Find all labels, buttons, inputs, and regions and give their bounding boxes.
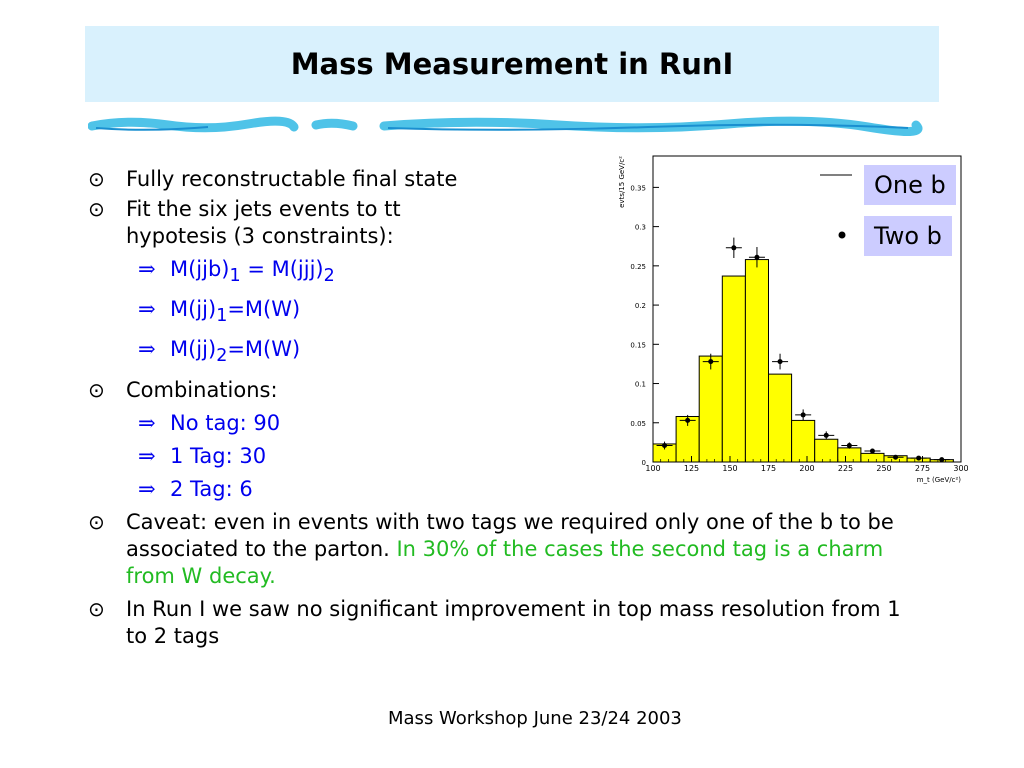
data-point bbox=[708, 359, 714, 365]
bullet-marker-icon: ⊙ bbox=[88, 377, 105, 402]
implies-arrow-icon: ⇒ bbox=[138, 337, 156, 362]
data-point bbox=[800, 412, 806, 418]
implies-arrow-icon: ⇒ bbox=[138, 297, 156, 322]
sub-item-text: M(jj)1=M(W) bbox=[170, 297, 301, 327]
bullet-text: Combinations: bbox=[126, 377, 278, 402]
implies-arrow-icon: ⇒ bbox=[138, 410, 156, 435]
bullet-text: hypotesis (3 constraints): bbox=[126, 224, 394, 248]
y-tick-label: 0.2 bbox=[635, 302, 646, 310]
data-point bbox=[869, 448, 875, 454]
data-point bbox=[777, 359, 783, 365]
sub-item-text: M(jj)2=M(W) bbox=[170, 337, 301, 367]
sub-item: ⇒ M(jjb)1 = M(jjj)2 bbox=[88, 256, 948, 290]
bullet-list: ⊙ Fully reconstructable final state ⊙ Fi… bbox=[88, 166, 948, 650]
legend-one-b: One b bbox=[864, 165, 956, 205]
y-axis-label: evts/15 GeV/c² bbox=[618, 156, 626, 208]
x-tick-label: 175 bbox=[761, 464, 776, 473]
histogram-bar bbox=[698, 355, 723, 463]
sub-item-text: 2 Tag: 6 bbox=[170, 476, 253, 501]
x-tick-label: 100 bbox=[645, 464, 660, 473]
bullet-text: In Run I we saw no significant improveme… bbox=[126, 596, 901, 648]
bullet-item: ⊙ Caveat: even in events with two tags w… bbox=[88, 509, 948, 590]
histogram-bar bbox=[768, 373, 793, 463]
highlight-text: In 30% of the cases the second tag is a … bbox=[126, 536, 884, 588]
legend-two-b: Two b bbox=[864, 216, 952, 256]
implies-arrow-icon: ⇒ bbox=[138, 476, 156, 501]
sub-item: ⇒ M(jj)2=M(W) bbox=[88, 336, 948, 370]
histogram-bar bbox=[814, 438, 839, 463]
legend-dot-sample bbox=[838, 231, 846, 239]
histogram-bar bbox=[837, 447, 862, 463]
footer-text: Mass Workshop June 23/24 2003 bbox=[388, 708, 682, 729]
bullet-text: Fit the six jets events to tt bbox=[126, 197, 401, 221]
title-banner: Mass Measurement in RunI bbox=[85, 26, 939, 102]
x-tick-label: 150 bbox=[722, 464, 737, 473]
data-point bbox=[846, 443, 852, 449]
data-point bbox=[731, 245, 737, 251]
bullet-marker-icon: ⊙ bbox=[88, 596, 105, 621]
mass-histogram-chart: 100 125 150 175 200 225 250 275 300 0 0.05 0.1 0.15 0… bbox=[618, 155, 968, 484]
x-tick-label: 250 bbox=[876, 464, 891, 473]
implies-arrow-icon: ⇒ bbox=[138, 443, 156, 468]
data-point bbox=[916, 455, 922, 461]
data-point bbox=[893, 454, 899, 460]
x-tick-label: 275 bbox=[915, 464, 930, 473]
histogram-bar bbox=[721, 275, 746, 463]
y-tick-label: 0.05 bbox=[630, 420, 646, 428]
data-point bbox=[754, 254, 760, 260]
y-tick-label: 0 bbox=[642, 459, 646, 467]
y-tick-label: 0.25 bbox=[630, 263, 646, 271]
histogram-bar bbox=[744, 259, 769, 463]
slide-title: Mass Measurement in RunI bbox=[290, 47, 734, 81]
sub-item: ⇒ 2 Tag: 6 bbox=[88, 476, 948, 503]
bullet-item: ⊙ In Run I we saw no significant improve… bbox=[88, 596, 948, 650]
sub-item: ⇒ No tag: 90 bbox=[88, 410, 948, 437]
data-point bbox=[939, 457, 945, 463]
implies-arrow-icon: ⇒ bbox=[138, 257, 156, 281]
x-tick-label: 200 bbox=[799, 464, 814, 473]
x-tick-label: 125 bbox=[684, 464, 699, 473]
bullet-marker-icon: ⊙ bbox=[88, 509, 105, 534]
x-axis-label: m_t (GeV/c²) bbox=[917, 476, 962, 484]
wave-divider bbox=[88, 116, 923, 137]
bullet-marker-icon: ⊙ bbox=[88, 197, 105, 221]
data-point bbox=[823, 432, 829, 438]
data-point bbox=[685, 417, 691, 423]
y-tick-label: 0.35 bbox=[630, 184, 646, 192]
histogram-bar bbox=[860, 452, 885, 463]
y-tick-label: 0.1 bbox=[635, 381, 646, 389]
sub-item: ⇒ M(jj)1=M(W) bbox=[88, 296, 948, 330]
y-tick-label: 0.15 bbox=[630, 341, 646, 349]
histogram-bar bbox=[791, 419, 816, 463]
bullet-text: Caveat: even in events with two tags we … bbox=[126, 509, 894, 561]
bullet-text: Fully reconstructable final state bbox=[126, 167, 458, 191]
sub-item-text: 1 Tag: 30 bbox=[170, 443, 267, 468]
data-point bbox=[662, 443, 668, 449]
bullet-item: ⊙ Fit the six jets events to tt hypotesi… bbox=[88, 196, 948, 250]
bullet-item: ⊙ Fully reconstructable final state bbox=[88, 166, 948, 196]
x-tick-label: 300 bbox=[953, 464, 968, 473]
bullet-marker-icon: ⊙ bbox=[88, 167, 105, 191]
bullet-item: ⊙ Combinations: bbox=[88, 377, 948, 404]
sub-item-text: M(jjb)1 = M(jjj)2 bbox=[170, 257, 335, 287]
y-tick-label: 0.3 bbox=[635, 224, 646, 232]
sub-item: ⇒ 1 Tag: 30 bbox=[88, 443, 948, 470]
sub-item-text: No tag: 90 bbox=[170, 410, 281, 435]
x-tick-label: 225 bbox=[838, 464, 853, 473]
